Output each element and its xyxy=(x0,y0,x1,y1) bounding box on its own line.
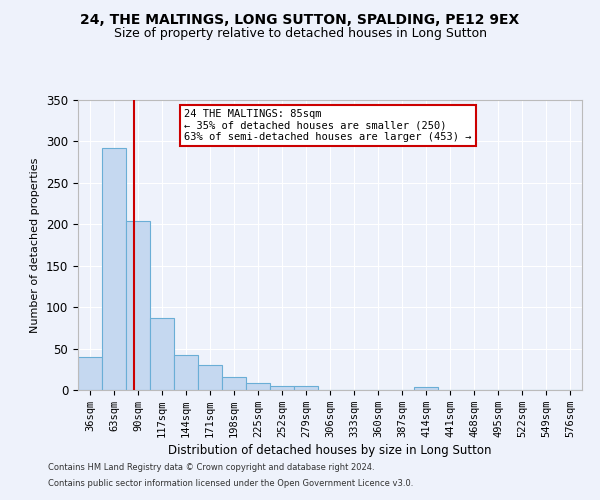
Bar xyxy=(174,355,198,390)
Y-axis label: Number of detached properties: Number of detached properties xyxy=(31,158,40,332)
Bar xyxy=(198,365,222,390)
X-axis label: Distribution of detached houses by size in Long Sutton: Distribution of detached houses by size … xyxy=(168,444,492,457)
Bar xyxy=(150,318,174,390)
Text: Size of property relative to detached houses in Long Sutton: Size of property relative to detached ho… xyxy=(113,28,487,40)
Text: 24, THE MALTINGS, LONG SUTTON, SPALDING, PE12 9EX: 24, THE MALTINGS, LONG SUTTON, SPALDING,… xyxy=(80,12,520,26)
Text: 24 THE MALTINGS: 85sqm
← 35% of detached houses are smaller (250)
63% of semi-de: 24 THE MALTINGS: 85sqm ← 35% of detached… xyxy=(184,108,472,142)
Bar xyxy=(414,386,438,390)
Bar xyxy=(126,221,150,390)
Bar xyxy=(222,376,246,390)
Bar xyxy=(246,382,270,390)
Bar xyxy=(294,386,318,390)
Bar xyxy=(102,148,126,390)
Text: Contains public sector information licensed under the Open Government Licence v3: Contains public sector information licen… xyxy=(48,478,413,488)
Text: Contains HM Land Registry data © Crown copyright and database right 2024.: Contains HM Land Registry data © Crown c… xyxy=(48,464,374,472)
Bar xyxy=(270,386,294,390)
Bar xyxy=(78,357,102,390)
